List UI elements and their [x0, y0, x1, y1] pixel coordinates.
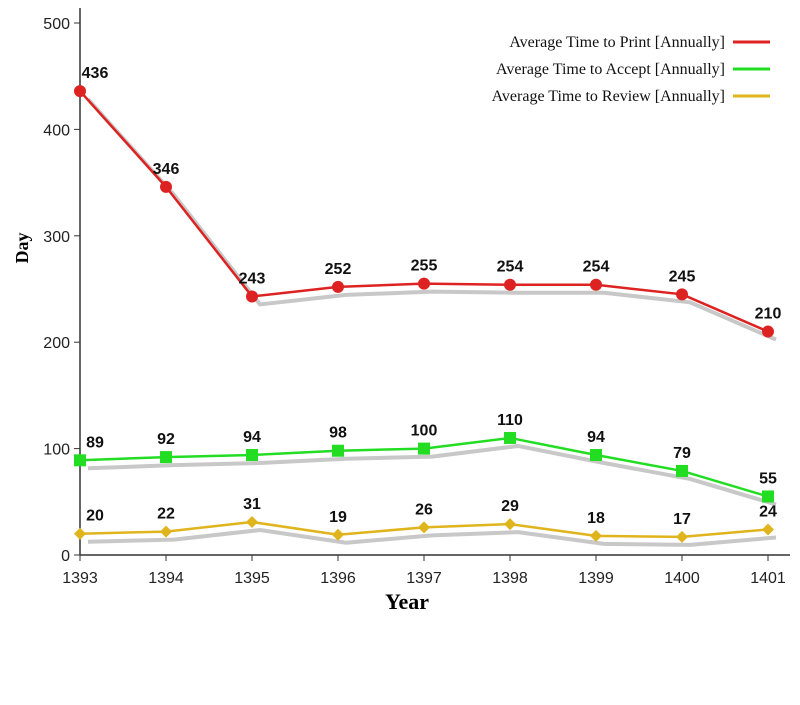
data-point: [74, 527, 86, 540]
y-tick-label: 200: [43, 335, 70, 352]
data-label: 98: [329, 425, 347, 442]
data-label: 436: [82, 65, 109, 82]
x-tick-label: 1393: [62, 570, 98, 587]
data-point: [504, 431, 516, 444]
series-shadow-line: [87, 528, 777, 547]
data-label: 22: [157, 506, 175, 523]
data-label: 92: [157, 431, 175, 448]
data-label: 245: [669, 268, 696, 285]
data-point: [74, 85, 86, 98]
data-label: 79: [673, 445, 691, 462]
x-tick-label: 1396: [320, 570, 356, 587]
data-point: [676, 464, 688, 477]
y-tick-label: 400: [43, 122, 70, 139]
data-label: 100: [411, 423, 438, 440]
data-point: [74, 454, 86, 467]
x-tick-label: 1400: [664, 570, 700, 587]
data-label: 110: [497, 412, 523, 429]
y-axis-ticks: 0 100 200 300 400 500: [43, 16, 80, 565]
data-point: [676, 530, 688, 543]
legend-label: Average Time to Print [Annually]: [509, 34, 725, 51]
data-point: [332, 528, 344, 541]
data-point: [418, 521, 430, 534]
data-label: 31: [243, 496, 261, 513]
series-shadows: [86, 97, 777, 547]
x-axis-ticks: 1393 1394 1395 1396 1397 1398 1399 1400 1401: [62, 555, 786, 587]
data-label: 26: [415, 501, 433, 518]
data-label: 346: [153, 161, 180, 178]
y-tick-label: 300: [43, 229, 70, 246]
data-point: [590, 278, 602, 291]
data-label: 243: [239, 270, 266, 287]
data-point: [762, 523, 774, 536]
y-tick-label: 500: [43, 16, 70, 33]
data-label: 252: [325, 261, 352, 278]
data-point: [676, 288, 688, 301]
data-label: 254: [497, 259, 524, 276]
data-label: 18: [587, 510, 605, 527]
x-tick-label: 1398: [492, 570, 528, 587]
data-label: 55: [759, 470, 777, 487]
x-tick-label: 1399: [578, 570, 614, 587]
series-shadow-line: [86, 97, 777, 342]
data-point: [160, 451, 172, 464]
data-label: 20: [86, 508, 104, 525]
data-point: [418, 277, 430, 290]
data-point: [504, 278, 516, 291]
data-label: 24: [759, 503, 777, 520]
data-point: [590, 448, 602, 461]
data-label: 29: [501, 498, 519, 515]
data-label: 94: [243, 429, 261, 446]
data-label: 89: [86, 434, 104, 451]
data-point: [246, 290, 258, 303]
y-tick-label: 0: [61, 548, 70, 565]
series-shadow-line: [87, 443, 777, 507]
x-tick-label: 1395: [234, 570, 270, 587]
series-line-1: [79, 90, 769, 333]
data-point: [504, 518, 516, 531]
legend-label: Average Time to Accept [Annually]: [496, 61, 725, 78]
x-tick-label: 1394: [148, 570, 184, 587]
data-point: [762, 490, 774, 503]
data-point: [160, 525, 172, 538]
x-tick-label: 1401: [750, 570, 786, 587]
data-point: [332, 444, 344, 457]
data-point: [762, 325, 774, 338]
data-label: 210: [755, 306, 782, 323]
data-point: [246, 516, 258, 529]
x-tick-label: 1397: [406, 570, 442, 587]
data-point: [160, 180, 172, 193]
y-tick-label: 100: [43, 442, 70, 459]
data-labels-group: 436 346 243 252 255 254 254 245 210 89 92 94 98 100 11…: [82, 65, 782, 528]
data-label: 17: [673, 511, 691, 528]
series-group: [74, 85, 774, 543]
data-label: 255: [411, 258, 438, 275]
data-point: [246, 448, 258, 461]
legend: Average Time to Print [Annually] Average …: [492, 34, 770, 105]
data-point: [332, 280, 344, 293]
data-label: 254: [583, 259, 610, 276]
y-axis-title: Day: [12, 233, 32, 264]
x-axis-title: Year: [385, 589, 429, 614]
legend-label: Average Time to Review [Annually]: [492, 88, 725, 105]
data-point: [418, 442, 430, 455]
data-point: [590, 529, 602, 542]
data-label: 19: [329, 509, 347, 526]
data-label: 94: [587, 429, 605, 446]
